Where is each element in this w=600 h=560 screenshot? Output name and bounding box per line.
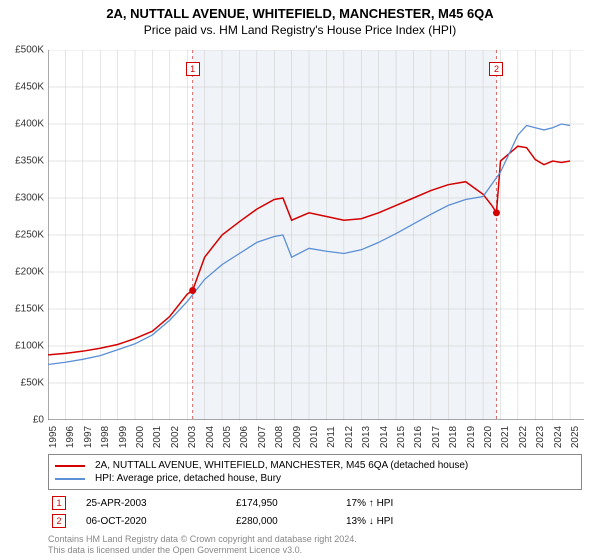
x-tick-label: 2015 xyxy=(396,426,407,448)
legend-row: 2A, NUTTALL AVENUE, WHITEFIELD, MANCHEST… xyxy=(55,459,575,472)
y-tick-label: £0 xyxy=(0,415,44,426)
copyright-line-1: Contains HM Land Registry data © Crown c… xyxy=(48,534,357,545)
x-tick-label: 2022 xyxy=(518,426,529,448)
y-tick-label: £350K xyxy=(0,156,44,167)
x-tick-label: 2005 xyxy=(222,426,233,448)
x-tick-label: 2008 xyxy=(274,426,285,448)
y-tick-label: £450K xyxy=(0,82,44,93)
y-tick-label: £150K xyxy=(0,304,44,315)
x-tick-label: 1998 xyxy=(100,426,111,448)
marker-id-square: 2 xyxy=(52,514,66,528)
x-tick-label: 2018 xyxy=(448,426,459,448)
chart-marker-square: 1 xyxy=(186,62,200,76)
x-tick-label: 2025 xyxy=(570,426,581,448)
x-tick-label: 2007 xyxy=(257,426,268,448)
marker-price: £174,950 xyxy=(236,498,346,509)
sale-marker-dot xyxy=(189,287,196,294)
x-tick-label: 2003 xyxy=(187,426,198,448)
x-tick-label: 2002 xyxy=(170,426,181,448)
legend-swatch xyxy=(55,478,85,480)
y-tick-label: £300K xyxy=(0,193,44,204)
x-tick-label: 2011 xyxy=(326,426,337,448)
chart-subtitle: Price paid vs. HM Land Registry's House … xyxy=(0,21,600,43)
x-tick-label: 2004 xyxy=(205,426,216,448)
markers-table: 1 25-APR-2003£174,95017% ↑ HPI 2 06-OCT-202… xyxy=(48,494,582,530)
marker-table-row: 1 25-APR-2003£174,95017% ↑ HPI xyxy=(48,494,582,512)
y-tick-label: £50K xyxy=(0,378,44,389)
x-tick-label: 1999 xyxy=(118,426,129,448)
legend-label: 2A, NUTTALL AVENUE, WHITEFIELD, MANCHEST… xyxy=(95,460,468,471)
x-tick-label: 2024 xyxy=(553,426,564,448)
x-tick-label: 2016 xyxy=(413,426,424,448)
chart-marker-square: 2 xyxy=(489,62,503,76)
x-tick-label: 2020 xyxy=(483,426,494,448)
x-tick-label: 2023 xyxy=(535,426,546,448)
marker-pct: 13% ↓ HPI xyxy=(346,516,466,527)
x-tick-label: 1996 xyxy=(65,426,76,448)
y-tick-label: £500K xyxy=(0,45,44,56)
marker-date: 06-OCT-2020 xyxy=(86,516,236,527)
chart-area: £0£50K£100K£150K£200K£250K£300K£350K£400… xyxy=(48,50,584,420)
x-tick-label: 2017 xyxy=(431,426,442,448)
x-tick-label: 2019 xyxy=(466,426,477,448)
marker-id-square: 1 xyxy=(52,496,66,510)
x-tick-label: 2010 xyxy=(309,426,320,448)
x-tick-label: 2014 xyxy=(379,426,390,448)
x-tick-label: 2006 xyxy=(239,426,250,448)
legend-label: HPI: Average price, detached house, Bury xyxy=(95,473,281,484)
legend-swatch xyxy=(55,465,85,467)
x-tick-label: 2013 xyxy=(361,426,372,448)
copyright-notice: Contains HM Land Registry data © Crown c… xyxy=(48,534,357,557)
marker-table-row: 2 06-OCT-2020£280,00013% ↓ HPI xyxy=(48,512,582,530)
marker-pct: 17% ↑ HPI xyxy=(346,498,466,509)
marker-price: £280,000 xyxy=(236,516,346,527)
copyright-line-2: This data is licensed under the Open Gov… xyxy=(48,545,357,556)
y-tick-label: £400K xyxy=(0,119,44,130)
x-tick-label: 2021 xyxy=(500,426,511,448)
y-tick-label: £250K xyxy=(0,230,44,241)
x-tick-label: 1997 xyxy=(83,426,94,448)
x-tick-label: 1995 xyxy=(48,426,59,448)
legend: 2A, NUTTALL AVENUE, WHITEFIELD, MANCHEST… xyxy=(48,454,582,490)
marker-date: 25-APR-2003 xyxy=(86,498,236,509)
x-tick-label: 2009 xyxy=(292,426,303,448)
legend-row: HPI: Average price, detached house, Bury xyxy=(55,472,575,485)
x-tick-label: 2012 xyxy=(344,426,355,448)
y-tick-label: £100K xyxy=(0,341,44,352)
line-chart-svg xyxy=(48,50,584,420)
y-tick-label: £200K xyxy=(0,267,44,278)
x-tick-label: 2000 xyxy=(135,426,146,448)
x-tick-label: 2001 xyxy=(152,426,163,448)
chart-title: 2A, NUTTALL AVENUE, WHITEFIELD, MANCHEST… xyxy=(0,0,600,21)
sale-marker-dot xyxy=(493,209,500,216)
